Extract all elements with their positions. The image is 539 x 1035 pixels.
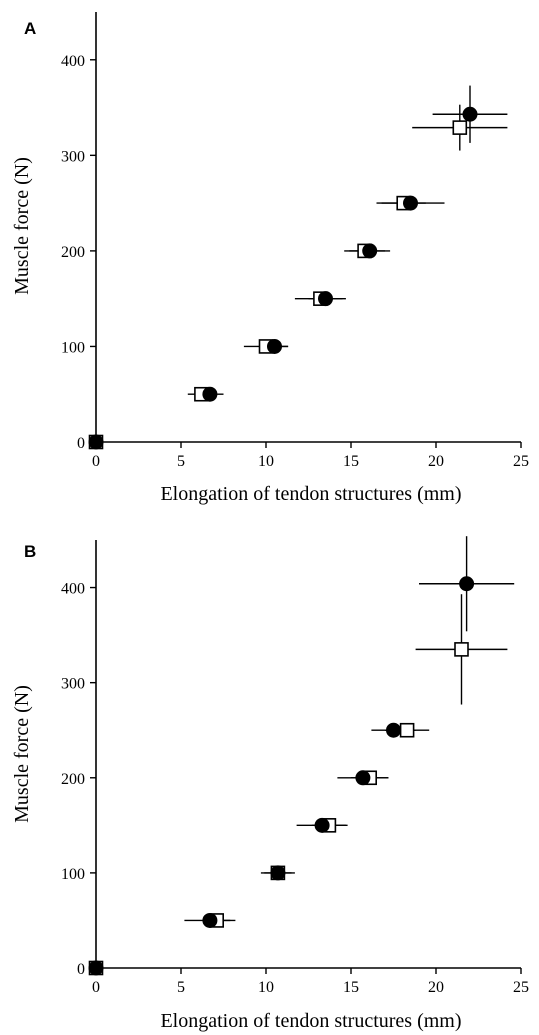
- data-point-circle: [88, 434, 104, 450]
- data-point-circle: [355, 770, 371, 786]
- y-tick-label: 200: [61, 771, 85, 788]
- y-axis-label: Muscle force (N): [11, 157, 33, 295]
- data-point-circle: [270, 865, 286, 881]
- panel-a: A 0 5 10 15 20 25 0 100 200 300 400 Elongation of …: [11, 12, 529, 505]
- data-point-circle: [267, 338, 282, 354]
- data-point-circle: [386, 722, 401, 738]
- error-bars: [184, 536, 515, 922]
- x-tick-label: 15: [343, 979, 359, 996]
- y-tick-label: 400: [61, 53, 85, 70]
- ticks: 0 5 10 15 20 25 0 100 200 300 400: [61, 53, 529, 470]
- y-tick-label: 100: [61, 339, 85, 356]
- y-tick-label: 200: [61, 244, 85, 261]
- data-point-square: [399, 722, 415, 738]
- panel-b: B 0 5 10 15 20 25 0 100 200 300 400 Elongation of …: [11, 536, 529, 1032]
- data-point-circle: [88, 960, 104, 976]
- data-point-circle: [362, 243, 378, 259]
- x-tick-label: 20: [428, 453, 444, 470]
- x-tick-label: 15: [343, 453, 359, 470]
- data-point-circle: [459, 576, 475, 592]
- x-tick-label: 25: [513, 979, 529, 996]
- data-point-square: [452, 120, 468, 135]
- x-tick-label: 0: [92, 453, 100, 470]
- y-tick-label: 300: [61, 676, 85, 693]
- x-tick-label: 20: [428, 979, 444, 996]
- x-tick-label: 5: [177, 979, 185, 996]
- ticks: 0 5 10 15 20 25 0 100 200 300 400: [61, 581, 529, 996]
- data-point-circle: [403, 195, 418, 211]
- panel-letter: A: [24, 19, 36, 38]
- data-point-square: [454, 642, 469, 657]
- data-point-circle: [202, 386, 218, 402]
- x-tick-label: 5: [177, 453, 185, 470]
- x-tick-label: 10: [258, 979, 274, 996]
- x-axis-label: Elongation of tendon structures (mm): [160, 1010, 461, 1032]
- y-tick-label: 300: [61, 148, 85, 165]
- y-tick-label: 400: [61, 581, 85, 598]
- axes: [95, 540, 521, 969]
- x-axis-label: Elongation of tendon structures (mm): [160, 483, 461, 505]
- x-tick-label: 25: [513, 453, 529, 470]
- y-tick-label: 0: [77, 435, 85, 452]
- y-axis-label: Muscle force (N): [11, 685, 33, 823]
- data-marks: [88, 576, 475, 976]
- axes: [95, 12, 521, 443]
- y-tick-label: 0: [77, 961, 85, 978]
- x-tick-label: 10: [258, 453, 274, 470]
- data-point-circle: [202, 912, 218, 928]
- data-point-circle: [318, 291, 333, 307]
- panel-letter: B: [24, 542, 36, 561]
- y-tick-label: 100: [61, 866, 85, 883]
- data-marks: [88, 106, 478, 450]
- x-tick-label: 0: [92, 979, 100, 996]
- data-point-circle: [462, 106, 478, 122]
- data-point-circle: [314, 817, 330, 833]
